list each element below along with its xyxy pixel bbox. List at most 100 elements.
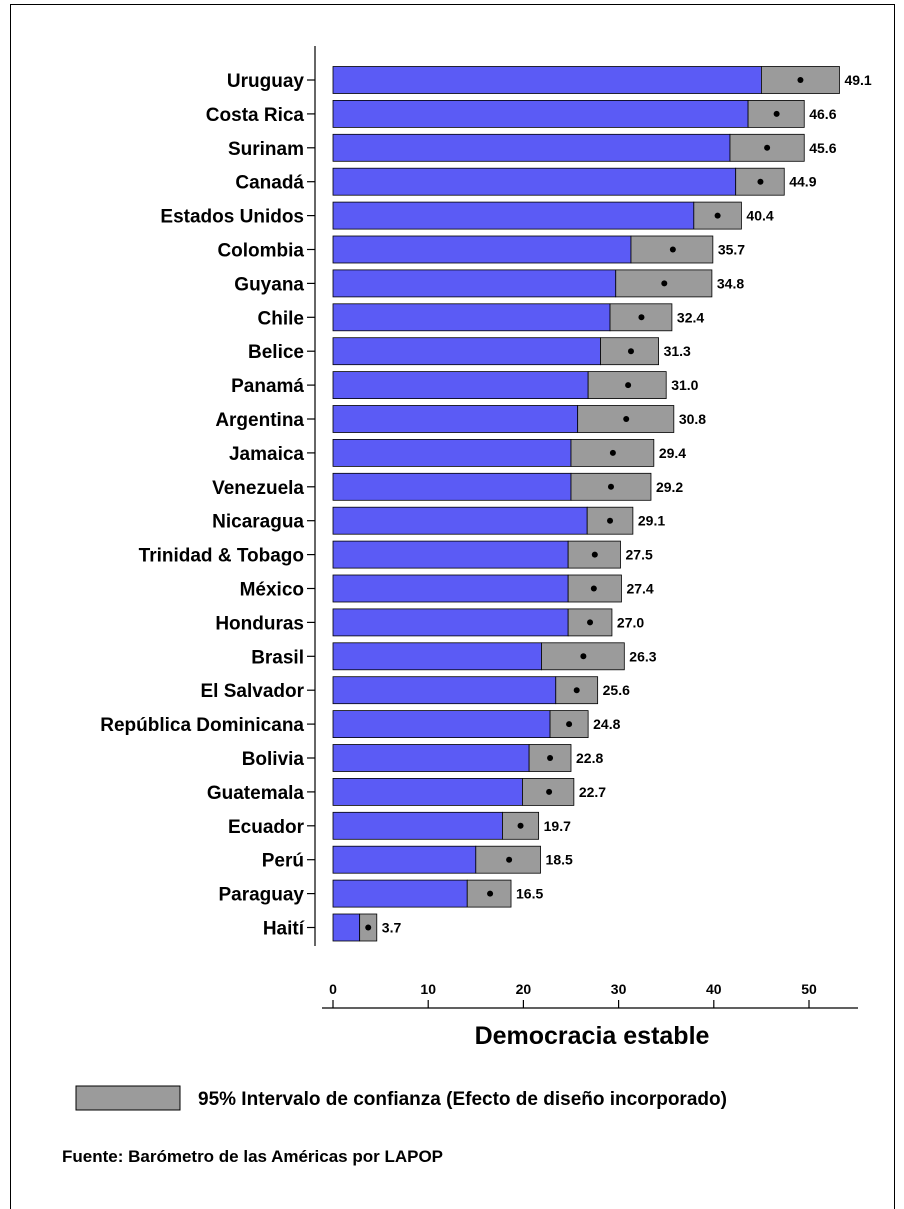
point-estimate <box>661 280 668 287</box>
bar-group: Panamá 31.0 <box>231 371 699 400</box>
category-label: Brasil <box>251 647 304 668</box>
plot-area: Uruguay 49.1 Costa Rica 46.6 Surinam 45.6 Cana… <box>100 46 872 946</box>
x-tick-label: 50 <box>801 981 817 997</box>
bar <box>332 100 749 128</box>
bar-group: Paraguay 16.5 <box>218 879 543 908</box>
point-estimate <box>607 517 614 524</box>
category-label: Chile <box>258 308 304 329</box>
point-estimate <box>623 416 630 422</box>
category-label: Ecuador <box>228 817 305 838</box>
category-label: Costa Rica <box>206 105 305 126</box>
category-label: Canadá <box>235 173 304 194</box>
value-label: 49.1 <box>844 72 871 88</box>
point-estimate <box>625 382 632 389</box>
category-label: Estados Unidos <box>160 207 304 228</box>
category-label: Guyana <box>234 274 304 295</box>
bar <box>332 710 551 738</box>
point-estimate <box>764 144 771 151</box>
bar <box>332 574 569 603</box>
category-label: Bolivia <box>242 749 305 770</box>
point-estimate <box>517 822 524 829</box>
bar-group: Canadá 44.9 <box>235 167 817 196</box>
bar-group: República Dominicana 24.8 <box>100 710 621 738</box>
value-label: 44.9 <box>789 174 816 190</box>
bar <box>332 472 572 501</box>
bar-group: Trinidad & Tobago 27.5 <box>139 540 653 569</box>
category-label: Venezuela <box>212 478 304 499</box>
x-tick-label: 20 <box>516 981 532 997</box>
bar <box>332 303 611 332</box>
category-label: Perú <box>262 851 304 872</box>
bar <box>332 642 542 671</box>
bar-group: Bolivia 22.8 <box>242 744 603 772</box>
bar <box>332 811 503 840</box>
value-label: 27.0 <box>617 614 644 630</box>
x-tick-label: 10 <box>420 981 436 997</box>
bar <box>332 778 523 806</box>
bar <box>332 438 572 467</box>
point-estimate <box>757 178 764 185</box>
value-label: 31.3 <box>664 343 691 359</box>
bar <box>332 269 617 298</box>
bar <box>332 167 737 196</box>
x-tick-label: 30 <box>611 981 627 997</box>
bar-group: Costa Rica 46.6 <box>206 100 837 128</box>
bar <box>332 506 588 535</box>
category-label: México <box>240 580 304 601</box>
value-label: 18.5 <box>546 852 573 868</box>
value-label: 34.8 <box>717 275 744 291</box>
point-estimate <box>547 755 554 761</box>
value-label: 29.2 <box>656 479 683 495</box>
point-estimate <box>714 212 721 219</box>
category-label: Belice <box>248 342 304 363</box>
bar-group: Argentina 30.8 <box>215 405 706 433</box>
value-label: 45.6 <box>809 140 836 156</box>
bar-group: El Salvador 25.6 <box>201 676 630 705</box>
point-estimate <box>365 924 372 931</box>
value-label: 46.6 <box>809 106 836 122</box>
category-label: Argentina <box>215 410 304 431</box>
category-label: Nicaragua <box>212 512 304 533</box>
bar-group: Guatemala 22.7 <box>207 778 606 806</box>
category-label: República Dominicana <box>100 715 304 736</box>
point-estimate <box>590 585 597 592</box>
point-estimate <box>773 110 780 117</box>
value-label: 32.4 <box>677 309 704 325</box>
point-estimate <box>487 890 494 897</box>
point-estimate <box>546 788 553 795</box>
bar-group: Guyana 34.8 <box>234 269 744 298</box>
value-label: 3.7 <box>382 920 402 936</box>
bar-group: Haití 3.7 <box>263 913 402 942</box>
bar <box>332 235 632 264</box>
value-label: 27.4 <box>626 581 653 597</box>
value-label: 22.7 <box>579 784 606 800</box>
value-label: 19.7 <box>544 818 571 834</box>
bar-group: Venezuela 29.2 <box>212 472 683 501</box>
value-label: 30.8 <box>679 411 706 427</box>
bar-group: Honduras 27.0 <box>215 608 644 637</box>
bar <box>332 201 695 230</box>
bar-group: Uruguay 49.1 <box>227 66 872 94</box>
bar-group: Perú 18.5 <box>262 845 573 874</box>
bar <box>332 879 468 908</box>
category-label: Haití <box>263 919 305 940</box>
point-estimate <box>797 77 804 83</box>
x-axis: 0 10 20 30 40 50 <box>322 981 858 1009</box>
category-label: Colombia <box>217 241 304 262</box>
bar <box>332 608 569 637</box>
bar <box>332 540 569 569</box>
source-note: Fuente: Barómetro de las Américas por LA… <box>62 1147 443 1166</box>
value-label: 29.4 <box>659 445 686 461</box>
value-label: 35.7 <box>718 242 745 258</box>
point-estimate <box>587 619 594 626</box>
bar-group: Chile 32.4 <box>258 303 704 332</box>
value-label: 40.4 <box>746 208 773 224</box>
category-label: Honduras <box>215 613 304 634</box>
point-estimate <box>506 856 513 863</box>
point-estimate <box>566 721 573 728</box>
point-estimate <box>638 314 645 321</box>
legend: 95% Intervalo de confianza (Efecto de di… <box>75 1085 727 1111</box>
bar-group: Estados Unidos 40.4 <box>160 201 774 230</box>
point-estimate <box>580 653 587 660</box>
